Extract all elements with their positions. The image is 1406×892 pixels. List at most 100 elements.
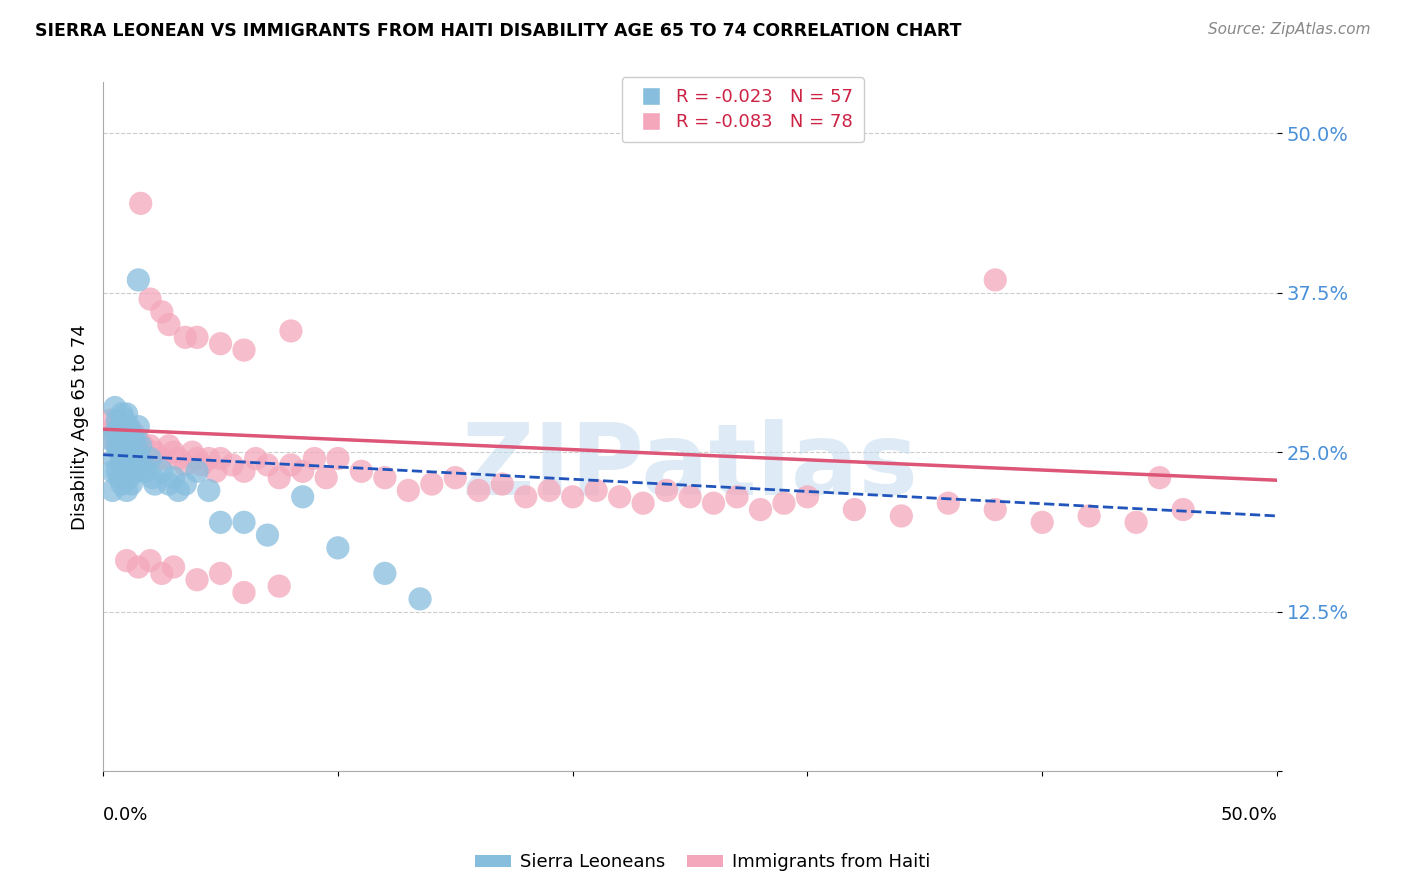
Point: [209, 451, 232, 466]
Point: [585, 483, 607, 498]
Point: [609, 490, 631, 504]
Point: [101, 464, 124, 478]
Point: [936, 496, 959, 510]
Point: [127, 433, 149, 447]
Point: [112, 413, 135, 427]
Point: [256, 458, 278, 472]
Point: [120, 451, 142, 466]
Point: [162, 445, 184, 459]
Point: [125, 439, 148, 453]
Point: [174, 477, 197, 491]
Point: [468, 483, 491, 498]
Point: [105, 464, 128, 478]
Point: [190, 458, 212, 472]
Point: [256, 528, 278, 542]
Point: [120, 439, 142, 453]
Point: [374, 471, 396, 485]
Point: [125, 464, 148, 478]
Point: [157, 318, 180, 332]
Point: [120, 477, 142, 491]
Point: [374, 566, 396, 581]
Point: [108, 419, 131, 434]
Point: [181, 445, 204, 459]
Point: [162, 471, 184, 485]
Point: [111, 407, 134, 421]
Point: [1078, 508, 1101, 523]
Point: [844, 502, 866, 516]
Point: [132, 458, 155, 472]
Point: [118, 419, 141, 434]
Point: [111, 451, 134, 466]
Point: [115, 407, 138, 421]
Point: [245, 451, 267, 466]
Point: [233, 516, 256, 530]
Point: [98, 433, 121, 447]
Point: [115, 445, 138, 459]
Point: [122, 458, 145, 472]
Point: [115, 553, 138, 567]
Point: [491, 477, 513, 491]
Point: [315, 471, 337, 485]
Point: [162, 560, 184, 574]
Point: [409, 591, 432, 606]
Point: [101, 433, 124, 447]
Point: [115, 483, 138, 498]
Point: [115, 425, 138, 440]
Point: [1031, 516, 1053, 530]
Point: [984, 273, 1007, 287]
Point: [291, 464, 314, 478]
Point: [280, 458, 302, 472]
Point: [1171, 502, 1194, 516]
Point: [984, 502, 1007, 516]
Point: [890, 508, 912, 523]
Point: [269, 471, 291, 485]
Point: [104, 419, 127, 434]
Point: [127, 451, 149, 466]
Point: [112, 464, 135, 478]
Point: [122, 433, 145, 447]
Point: [112, 433, 135, 447]
Point: [204, 464, 226, 478]
Point: [112, 439, 135, 453]
Point: [150, 305, 173, 319]
Point: [233, 464, 256, 478]
Point: [209, 516, 232, 530]
Point: [143, 477, 166, 491]
Point: [115, 419, 138, 434]
Point: [104, 425, 127, 440]
Point: [269, 579, 291, 593]
Point: [118, 445, 141, 459]
Text: 50.0%: 50.0%: [1220, 805, 1277, 823]
Point: [655, 483, 678, 498]
Point: [127, 419, 149, 434]
Point: [396, 483, 419, 498]
Point: [444, 471, 467, 485]
Point: [280, 324, 302, 338]
Point: [197, 483, 219, 498]
Point: [118, 471, 141, 485]
Point: [104, 401, 127, 415]
Text: ZIPatlas: ZIPatlas: [461, 419, 918, 516]
Point: [122, 425, 145, 440]
Point: [167, 483, 190, 498]
Point: [186, 573, 208, 587]
Point: [186, 330, 208, 344]
Point: [127, 560, 149, 574]
Point: [111, 425, 134, 440]
Point: [631, 496, 654, 510]
Point: [139, 553, 162, 567]
Point: [174, 458, 197, 472]
Point: [105, 425, 128, 440]
Point: [111, 425, 134, 440]
Point: [233, 585, 256, 599]
Point: [104, 451, 127, 466]
Point: [139, 439, 162, 453]
Point: [115, 445, 138, 459]
Point: [111, 477, 134, 491]
Point: [108, 439, 131, 453]
Point: [129, 439, 152, 453]
Point: [702, 496, 724, 510]
Point: [326, 541, 349, 555]
Point: [350, 464, 373, 478]
Point: [679, 490, 702, 504]
